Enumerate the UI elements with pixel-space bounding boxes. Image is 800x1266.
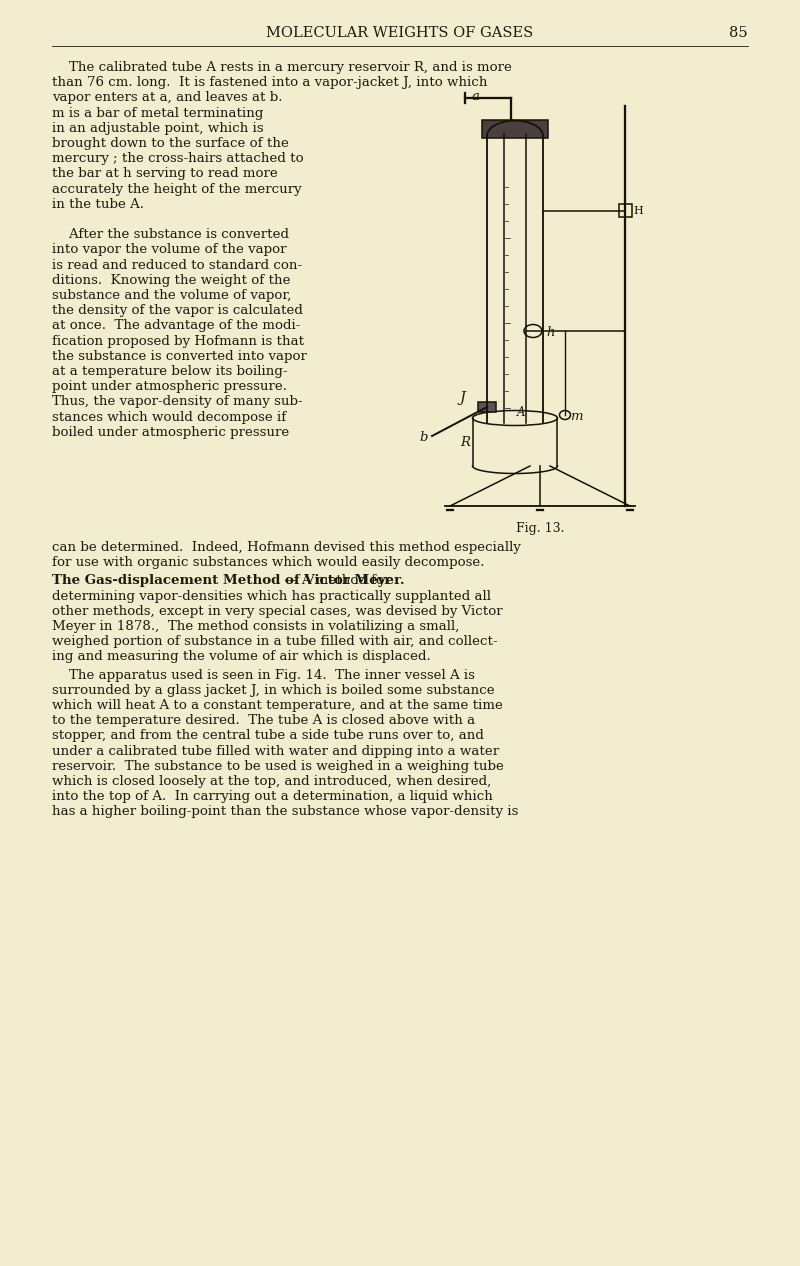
Text: MOLECULAR WEIGHTS OF GASES: MOLECULAR WEIGHTS OF GASES xyxy=(266,27,534,41)
Text: mercury ; the cross-hairs attached to: mercury ; the cross-hairs attached to xyxy=(52,152,304,165)
Text: accurately the height of the mercury: accurately the height of the mercury xyxy=(52,182,302,196)
Text: ditions.  Knowing the weight of the: ditions. Knowing the weight of the xyxy=(52,273,290,287)
Text: vapor enters at a, and leaves at b.: vapor enters at a, and leaves at b. xyxy=(52,91,282,104)
Text: — A method for: — A method for xyxy=(280,575,390,587)
Text: After the substance is converted: After the substance is converted xyxy=(52,228,289,242)
Text: The calibrated tube A rests in a mercury reservoir R, and is more: The calibrated tube A rests in a mercury… xyxy=(52,61,512,73)
Text: than 76 cm. long.  It is fastened into a vapor-jacket J, into which: than 76 cm. long. It is fastened into a … xyxy=(52,76,487,89)
Text: reservoir.  The substance to be used is weighed in a weighing tube: reservoir. The substance to be used is w… xyxy=(52,760,504,772)
Text: in an adjustable point, which is: in an adjustable point, which is xyxy=(52,122,264,134)
Text: a: a xyxy=(472,90,480,103)
Text: can be determined.  Indeed, Hofmann devised this method especially: can be determined. Indeed, Hofmann devis… xyxy=(52,541,521,555)
Text: determining vapor-densities which has practically supplanted all: determining vapor-densities which has pr… xyxy=(52,590,491,603)
Text: stances which would decompose if: stances which would decompose if xyxy=(52,410,286,424)
Text: other methods, except in very special cases, was devised by Victor: other methods, except in very special ca… xyxy=(52,605,502,618)
Text: boiled under atmospheric pressure: boiled under atmospheric pressure xyxy=(52,425,290,439)
Bar xyxy=(482,120,548,138)
Text: The apparatus used is seen in Fig. 14.  The inner vessel A is: The apparatus used is seen in Fig. 14. T… xyxy=(52,668,475,681)
Text: into the top of A.  In carrying out a determination, a liquid which: into the top of A. In carrying out a det… xyxy=(52,790,493,803)
Text: is read and reduced to standard con-: is read and reduced to standard con- xyxy=(52,258,302,272)
Text: the density of the vapor is calculated: the density of the vapor is calculated xyxy=(52,304,303,318)
Text: b: b xyxy=(419,430,427,444)
Text: A: A xyxy=(517,406,526,419)
Text: into vapor the volume of the vapor: into vapor the volume of the vapor xyxy=(52,243,286,257)
Text: H: H xyxy=(633,206,642,216)
Text: at a temperature below its boiling-: at a temperature below its boiling- xyxy=(52,365,287,379)
Text: Fig. 13.: Fig. 13. xyxy=(516,522,564,536)
Bar xyxy=(619,204,632,216)
Text: substance and the volume of vapor,: substance and the volume of vapor, xyxy=(52,289,291,303)
Text: weighed portion of substance in a tube filled with air, and collect-: weighed portion of substance in a tube f… xyxy=(52,636,498,648)
Bar xyxy=(478,403,496,411)
Text: which is closed loosely at the top, and introduced, when desired,: which is closed loosely at the top, and … xyxy=(52,775,491,787)
Text: R: R xyxy=(460,436,470,449)
Text: in the tube A.: in the tube A. xyxy=(52,197,144,211)
Text: at once.  The advantage of the modi-: at once. The advantage of the modi- xyxy=(52,319,300,333)
Text: the bar at h serving to read more: the bar at h serving to read more xyxy=(52,167,278,180)
Text: to the temperature desired.  The tube A is closed above with a: to the temperature desired. The tube A i… xyxy=(52,714,475,727)
Text: The Gas-displacement Method of Victor Meyer.: The Gas-displacement Method of Victor Me… xyxy=(52,575,405,587)
Text: stopper, and from the central tube a side tube runs over to, and: stopper, and from the central tube a sid… xyxy=(52,729,484,742)
Text: brought down to the surface of the: brought down to the surface of the xyxy=(52,137,289,149)
Text: point under atmospheric pressure.: point under atmospheric pressure. xyxy=(52,380,287,394)
Text: the substance is converted into vapor: the substance is converted into vapor xyxy=(52,349,307,363)
Text: which will heat A to a constant temperature, and at the same time: which will heat A to a constant temperat… xyxy=(52,699,503,711)
Text: ing and measuring the volume of air which is displaced.: ing and measuring the volume of air whic… xyxy=(52,651,430,663)
Text: Thus, the vapor-density of many sub-: Thus, the vapor-density of many sub- xyxy=(52,395,302,409)
Text: surrounded by a glass jacket J, in which is boiled some substance: surrounded by a glass jacket J, in which… xyxy=(52,684,494,696)
Text: J: J xyxy=(459,391,465,405)
Text: under a calibrated tube filled with water and dipping into a water: under a calibrated tube filled with wate… xyxy=(52,744,499,757)
Text: for use with organic substances which would easily decompose.: for use with organic substances which wo… xyxy=(52,556,485,570)
Text: m: m xyxy=(570,410,582,423)
Text: fication proposed by Hofmann is that: fication proposed by Hofmann is that xyxy=(52,334,304,348)
Text: h: h xyxy=(546,327,554,339)
Text: m is a bar of metal terminating: m is a bar of metal terminating xyxy=(52,106,263,119)
Text: 85: 85 xyxy=(730,27,748,41)
Text: Meyer in 1878.,  The method consists in volatilizing a small,: Meyer in 1878., The method consists in v… xyxy=(52,620,459,633)
Text: has a higher boiling-point than the substance whose vapor-density is: has a higher boiling-point than the subs… xyxy=(52,805,518,818)
